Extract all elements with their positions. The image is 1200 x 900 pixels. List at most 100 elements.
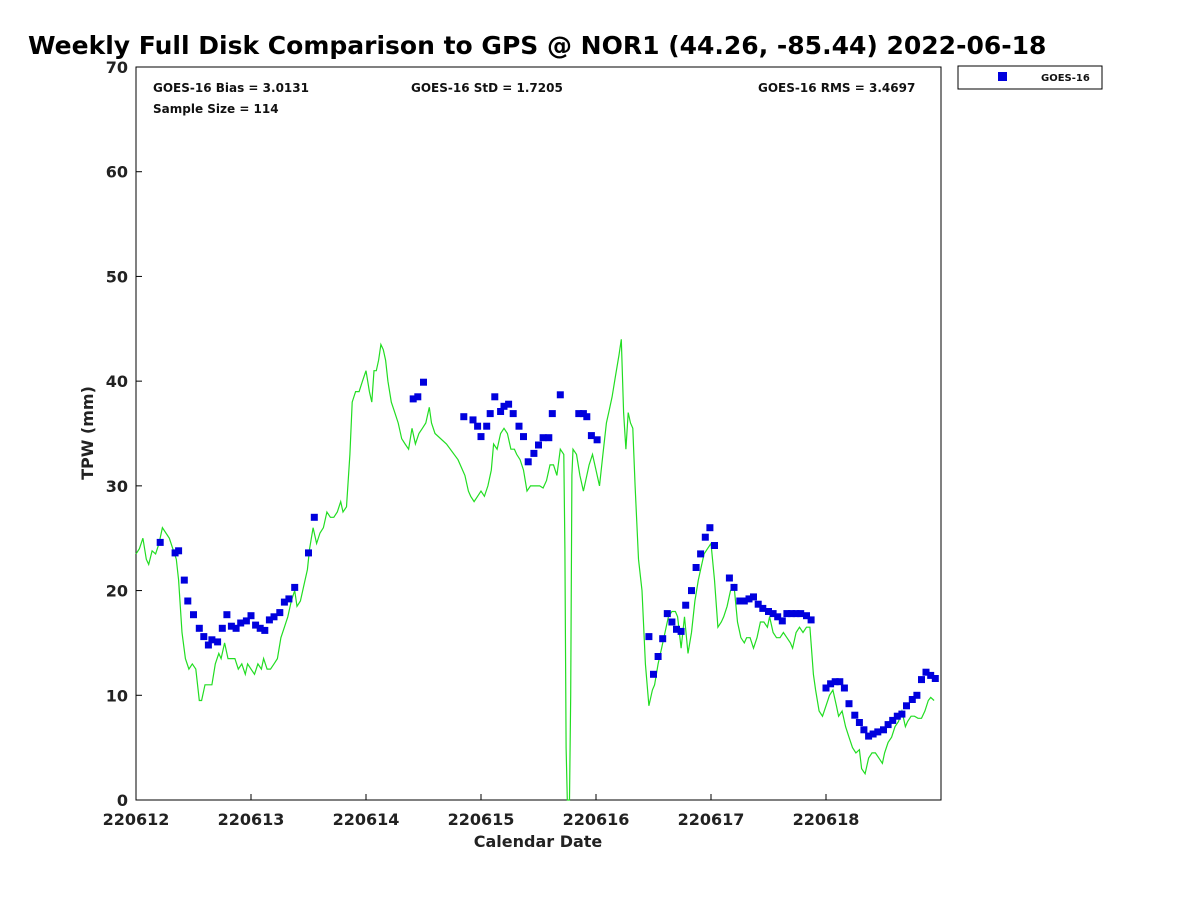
goes16-point: [865, 732, 873, 740]
y-tick-label: 10: [106, 686, 128, 705]
goes16-point: [548, 410, 556, 418]
y-tick-label: 70: [106, 58, 128, 77]
chart-title: Weekly Full Disk Comparison to GPS @ NOR…: [28, 31, 1046, 60]
goes16-point: [214, 638, 222, 646]
goes16-point: [701, 533, 709, 541]
goes16-point: [535, 441, 542, 449]
goes16-point: [697, 550, 705, 558]
legend-marker: [998, 72, 1007, 81]
goes16-point: [497, 408, 505, 415]
y-axis: 0 10 20 30 40 50 60 70: [106, 58, 142, 810]
goes16-point: [200, 633, 208, 641]
goes16-point: [688, 587, 695, 595]
goes16-series: [156, 378, 939, 740]
goes16-point: [247, 612, 255, 620]
goes16-point: [414, 393, 422, 401]
goes16-point: [232, 624, 240, 632]
x-axis-label: Calendar Date: [474, 832, 603, 851]
goes16-point: [409, 395, 417, 403]
goes16-point: [668, 618, 676, 626]
goes16-point: [477, 433, 485, 441]
goes16-point: [860, 726, 868, 734]
y-tick-label: 30: [106, 477, 128, 496]
legend-box: [957, 65, 1103, 90]
goes16-point: [778, 617, 786, 625]
goes16-point: [539, 434, 547, 442]
goes16-point: [650, 670, 657, 678]
goes16-point: [889, 716, 897, 724]
goes16-point: [792, 610, 800, 618]
goes16-point: [663, 610, 671, 618]
goes16-point: [874, 728, 882, 736]
goes16-point: [227, 622, 235, 630]
y-axis-label: TPW (mm): [78, 386, 97, 480]
goes16-point: [180, 576, 188, 584]
goes16-point: [725, 574, 733, 582]
gps-line: [135, 339, 935, 801]
goes16-point: [218, 624, 226, 632]
x-tick-label: 220614: [333, 810, 400, 829]
goes16-point: [545, 434, 553, 442]
goes16-point: [645, 633, 653, 641]
goes16-point: [276, 609, 284, 617]
goes16-point: [893, 712, 901, 720]
plot-area: [135, 66, 942, 801]
y-tick-label: 0: [117, 791, 128, 810]
goes16-point: [765, 608, 772, 615]
gps-series: [135, 339, 935, 801]
goes16-point: [783, 610, 791, 618]
goes16-point: [927, 671, 935, 679]
goes16-point: [913, 691, 921, 699]
stat-sample-size: Sample Size = 114: [153, 102, 279, 116]
goes16-point: [736, 597, 744, 605]
goes16-point: [285, 595, 293, 603]
goes16-point: [711, 542, 718, 549]
goes16-point: [587, 432, 595, 440]
goes16-point: [270, 613, 278, 621]
goes16-point: [706, 524, 714, 532]
goes16-point: [515, 422, 523, 430]
goes16-point: [797, 610, 805, 618]
goes16-point: [500, 402, 508, 410]
goes16-point: [884, 721, 892, 729]
goes16-point: [280, 598, 288, 606]
goes16-point: [807, 616, 815, 624]
stat-rms: GOES-16 RMS = 3.4697: [758, 81, 915, 95]
x-tick-label: 220618: [793, 810, 860, 829]
goes16-point: [822, 684, 830, 692]
goes16-point: [524, 458, 532, 466]
x-tick-label: 220615: [448, 810, 515, 829]
goes16-point: [469, 416, 477, 424]
goes16-point: [156, 538, 164, 546]
goes16-point: [918, 676, 925, 684]
goes16-point: [692, 564, 700, 571]
goes16-point: [530, 449, 538, 457]
goes16-point: [774, 613, 782, 621]
goes16-point: [682, 601, 690, 609]
x-tick-label: 220612: [103, 810, 170, 829]
goes16-point: [803, 612, 810, 620]
goes16-point: [505, 400, 513, 408]
y-tick-label: 60: [106, 163, 128, 182]
goes16-point: [855, 719, 863, 726]
goes16-point: [305, 549, 312, 557]
goes16-point: [730, 583, 738, 591]
x-axis: 220612 220613 220614 220615 220616 220617 2206…: [103, 794, 860, 829]
goes16-point: [880, 726, 887, 734]
goes16-point: [208, 636, 216, 644]
goes16-point: [754, 600, 762, 608]
x-tick-label: 220613: [218, 810, 285, 829]
goes16-point: [745, 595, 753, 603]
goes16-point: [575, 410, 583, 418]
goes16-point: [486, 410, 494, 418]
goes16-point: [759, 604, 767, 612]
goes16-point: [242, 617, 250, 625]
goes16-point: [184, 597, 192, 605]
legend: GOES-16: [957, 65, 1103, 90]
goes16-point: [788, 610, 795, 618]
goes16-point: [261, 626, 269, 634]
goes16-point: [869, 730, 877, 738]
stat-bias: GOES-16 Bias = 3.0131: [153, 81, 309, 95]
goes16-point: [922, 668, 930, 676]
